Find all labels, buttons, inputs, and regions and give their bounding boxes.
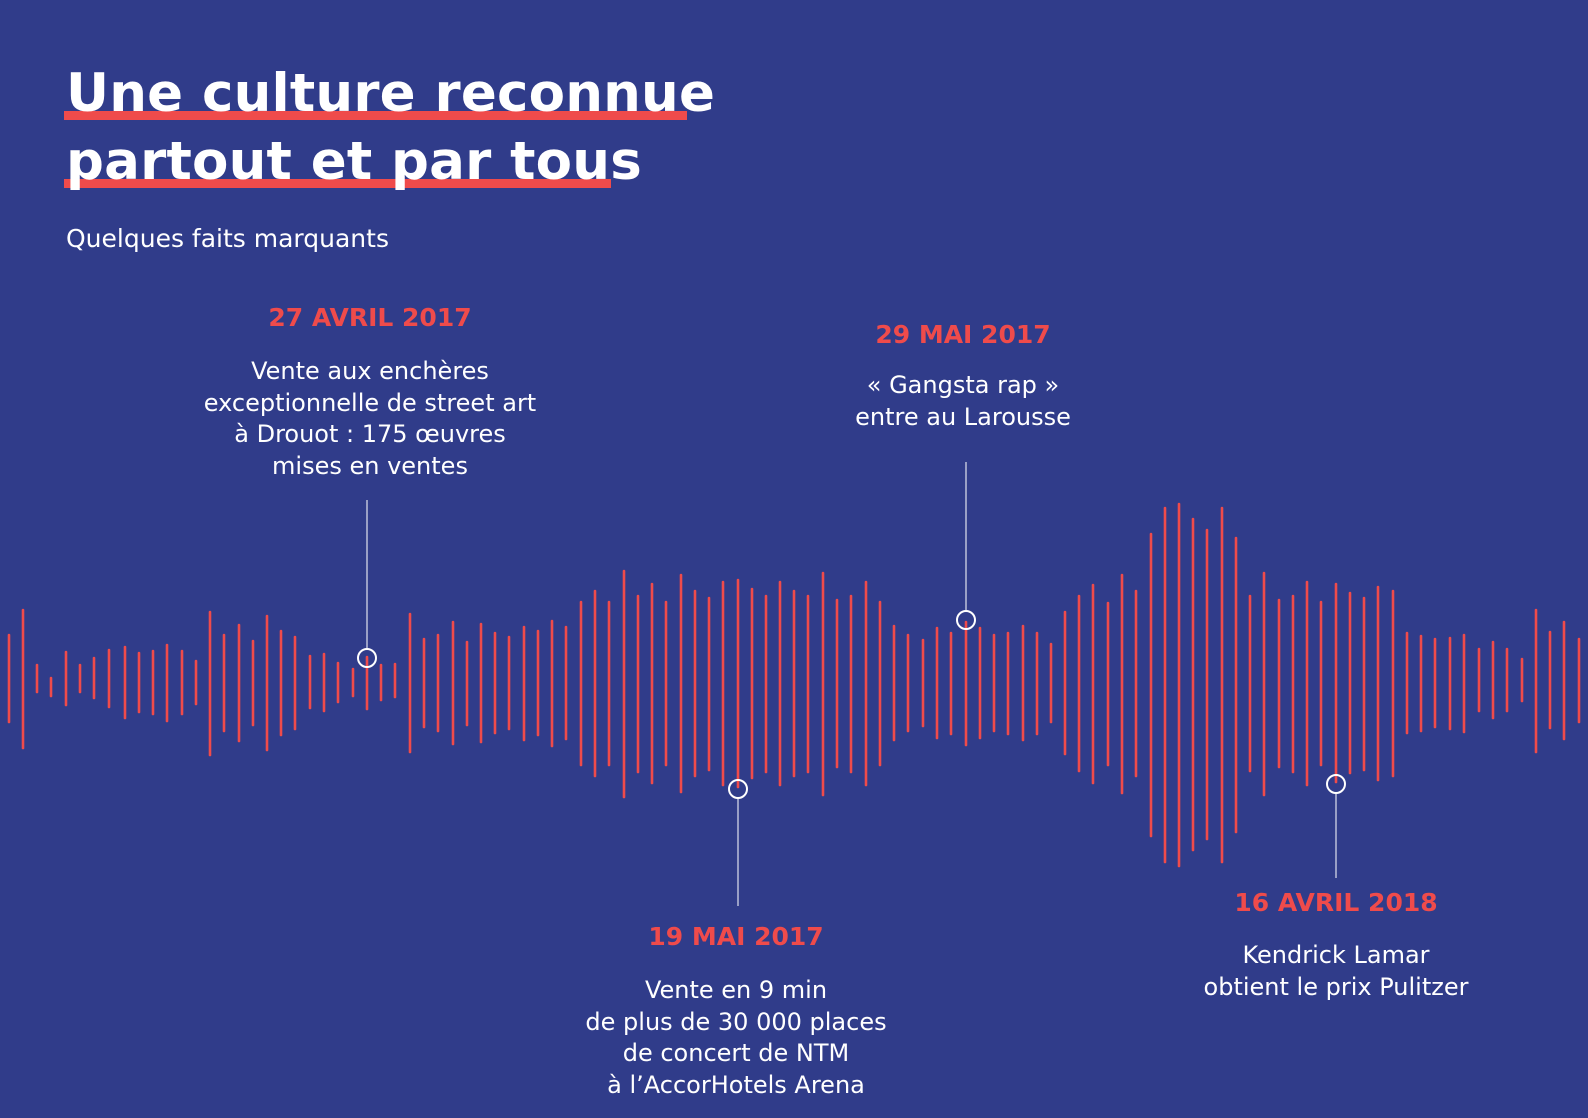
annotation-line: Kendrick Lamar [1242, 941, 1430, 969]
marker-circle-icon [1326, 774, 1346, 794]
annotation-line: exceptionnelle de street art [203, 388, 537, 417]
annotation-line: Vente aux enchères [251, 357, 489, 385]
annotation-line: de concert de NTM [622, 1039, 850, 1067]
annotation-line: Vente en 9 min [644, 976, 828, 1004]
page-title-line-2: partout et par tous [66, 131, 642, 192]
annotation-line: de plus de 30 000 places [585, 1007, 887, 1036]
annotation-date: 29 MAI 2017 [875, 320, 1051, 349]
annotation-16-avril-2018: 16 AVRIL 2018 Kendrick Lamar obtient le … [1204, 888, 1469, 1003]
annotation-text: Kendrick Lamar obtient le prix Pulitzer [1204, 940, 1469, 1003]
timeline-markers [357, 462, 1346, 906]
annotation-line: obtient le prix Pulitzer [1203, 972, 1469, 1001]
annotation-date: 16 AVRIL 2018 [1234, 888, 1438, 917]
annotation-text: Vente aux enchères exceptionnelle de str… [204, 356, 536, 482]
annotation-line: à Drouot : 175 œuvres [234, 420, 506, 448]
title-underline-2 [64, 179, 611, 188]
marker-circle-icon [956, 610, 976, 630]
annotation-line: mises en ventes [272, 451, 468, 480]
annotation-29-mai-2017: 29 MAI 2017 « Gangsta rap » entre au Lar… [855, 320, 1071, 433]
annotation-text: Vente en 9 min de plus de 30 000 places … [585, 975, 886, 1101]
annotation-date: 19 MAI 2017 [648, 922, 824, 951]
marker-circle-icon [728, 779, 748, 799]
marker-circle-icon [357, 648, 377, 668]
annotation-19-mai-2017: 19 MAI 2017 Vente en 9 min de plus de 30… [585, 922, 886, 1101]
annotation-text: « Gangsta rap » entre au Larousse [855, 370, 1071, 433]
annotation-line: entre au Larousse [855, 402, 1071, 431]
annotation-27-avril-2017: 27 AVRIL 2017 Vente aux enchères excepti… [204, 303, 536, 482]
title-underline-1 [64, 111, 687, 120]
page-title-line-1: Une culture reconnue [66, 63, 716, 124]
annotation-line: « Gangsta rap » [866, 371, 1060, 399]
annotation-date: 27 AVRIL 2017 [268, 303, 472, 332]
page-subtitle: Quelques faits marquants [66, 224, 389, 253]
annotation-line: à l’AccorHotels Arena [607, 1070, 865, 1099]
waveform-bars [7, 502, 1581, 868]
